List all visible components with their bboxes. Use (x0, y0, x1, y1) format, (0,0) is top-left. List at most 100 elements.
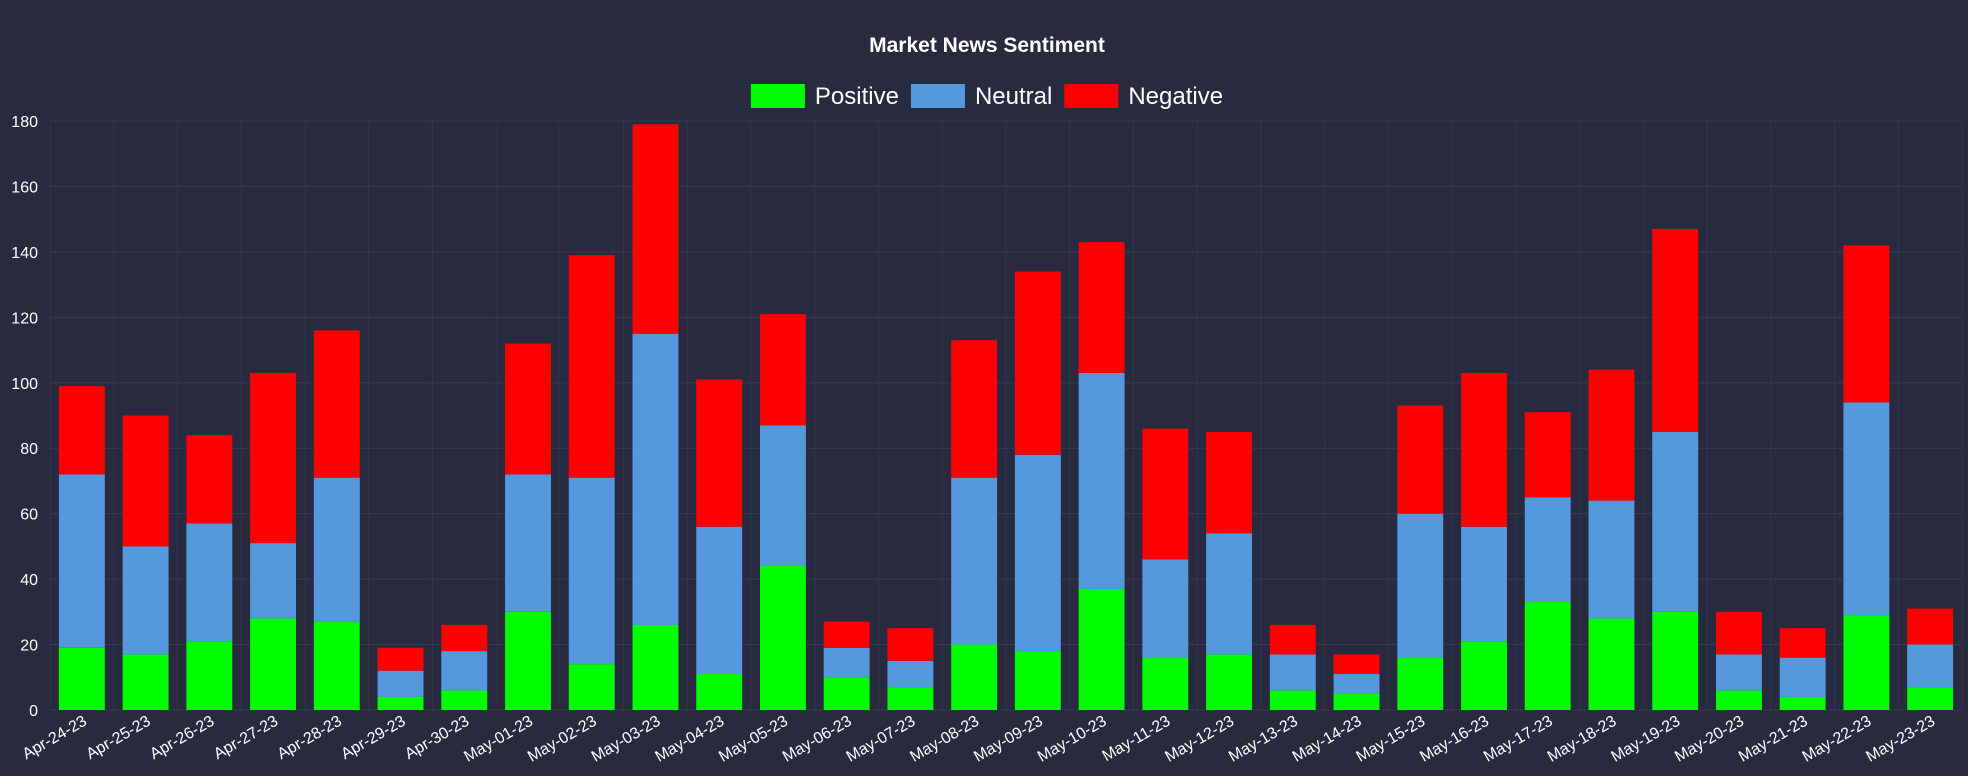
bar-positive-may-14-23[interactable] (1333, 693, 1380, 710)
bar-neutral-may-09-23[interactable] (1014, 454, 1061, 652)
bar-neutral-apr-30-23[interactable] (441, 651, 488, 691)
bar-positive-may-12-23[interactable] (1206, 654, 1253, 710)
bar-negative-may-05-23[interactable] (759, 314, 806, 426)
bar-negative-may-19-23[interactable] (1652, 228, 1699, 432)
bar-neutral-may-19-23[interactable] (1652, 431, 1699, 612)
bar-negative-apr-26-23[interactable] (186, 435, 233, 524)
bar-neutral-may-05-23[interactable] (759, 425, 806, 567)
bar-negative-may-08-23[interactable] (951, 340, 998, 478)
bar-neutral-may-14-23[interactable] (1333, 674, 1380, 694)
bar-positive-apr-30-23[interactable] (441, 690, 488, 710)
bar-negative-apr-29-23[interactable] (377, 647, 424, 671)
bar-positive-may-13-23[interactable] (1269, 690, 1316, 710)
bar-positive-may-17-23[interactable] (1524, 602, 1571, 710)
bar-negative-may-23-23[interactable] (1907, 608, 1954, 645)
bar-neutral-may-17-23[interactable] (1524, 497, 1571, 603)
bar-positive-may-02-23[interactable] (568, 664, 615, 710)
y-axis: 0 20 40 60 80 100 120 140 160 180 (11, 114, 38, 720)
bar-neutral-apr-24-23[interactable] (58, 474, 105, 648)
bar-positive-may-04-23[interactable] (696, 674, 743, 710)
chart-title: Market News Sentiment (869, 34, 1105, 57)
bar-neutral-apr-27-23[interactable] (250, 543, 297, 619)
bar-negative-apr-30-23[interactable] (441, 624, 488, 652)
bar-neutral-may-21-23[interactable] (1779, 657, 1826, 697)
bar-positive-may-16-23[interactable] (1461, 641, 1507, 710)
bar-negative-may-18-23[interactable] (1588, 369, 1635, 501)
bar-negative-may-12-23[interactable] (1206, 431, 1253, 534)
bar-neutral-apr-28-23[interactable] (313, 477, 360, 622)
bar-positive-may-15-23[interactable] (1397, 657, 1444, 710)
bar-positive-may-22-23[interactable] (1843, 615, 1890, 710)
bar-positive-apr-24-23[interactable] (58, 647, 105, 710)
bar-negative-may-03-23[interactable] (632, 124, 679, 334)
bar-negative-may-22-23[interactable] (1843, 245, 1890, 403)
bar-positive-may-05-23[interactable] (759, 566, 806, 710)
bar-neutral-may-02-23[interactable] (568, 477, 615, 665)
bar-neutral-apr-26-23[interactable] (186, 523, 233, 642)
bar-neutral-may-20-23[interactable] (1715, 654, 1762, 691)
bar-negative-may-02-23[interactable] (568, 255, 615, 478)
y-tick-label: 180 (11, 114, 38, 131)
bar-positive-may-19-23[interactable] (1652, 611, 1699, 710)
bar-negative-may-07-23[interactable] (887, 628, 934, 661)
bar-positive-apr-29-23[interactable] (377, 696, 424, 710)
bar-positive-may-01-23[interactable] (505, 611, 551, 710)
bar-negative-apr-28-23[interactable] (313, 330, 360, 478)
bar-positive-may-11-23[interactable] (1142, 657, 1189, 710)
bar-positive-may-06-23[interactable] (823, 677, 870, 710)
y-tick-label: 40 (20, 572, 38, 589)
bar-positive-apr-27-23[interactable] (250, 618, 297, 710)
bar-neutral-may-03-23[interactable] (632, 333, 679, 625)
bars (58, 124, 1954, 710)
bar-neutral-may-08-23[interactable] (951, 477, 998, 645)
bar-negative-may-15-23[interactable] (1397, 405, 1444, 514)
bar-neutral-may-16-23[interactable] (1461, 526, 1507, 642)
bar-negative-may-01-23[interactable] (505, 343, 551, 475)
bar-neutral-apr-25-23[interactable] (122, 546, 169, 655)
bar-neutral-may-10-23[interactable] (1078, 372, 1125, 589)
bar-negative-may-14-23[interactable] (1333, 654, 1380, 674)
bar-negative-may-06-23[interactable] (823, 621, 870, 648)
bar-negative-may-13-23[interactable] (1269, 624, 1316, 655)
bar-negative-apr-27-23[interactable] (250, 372, 297, 544)
bar-positive-apr-28-23[interactable] (313, 621, 360, 710)
bar-positive-may-09-23[interactable] (1014, 651, 1061, 710)
bar-positive-may-23-23[interactable] (1907, 687, 1954, 710)
y-tick-label: 60 (20, 507, 38, 524)
bar-negative-may-16-23[interactable] (1461, 372, 1507, 527)
bar-neutral-may-07-23[interactable] (887, 660, 934, 688)
bar-positive-may-18-23[interactable] (1588, 618, 1635, 710)
bar-positive-apr-25-23[interactable] (122, 654, 169, 710)
bar-neutral-may-11-23[interactable] (1142, 559, 1189, 658)
bar-negative-may-20-23[interactable] (1715, 611, 1762, 655)
bar-negative-apr-25-23[interactable] (122, 415, 169, 547)
bar-positive-may-07-23[interactable] (887, 687, 934, 710)
bar-neutral-apr-29-23[interactable] (377, 670, 424, 697)
bar-positive-may-21-23[interactable] (1779, 696, 1826, 710)
bar-positive-may-03-23[interactable] (632, 624, 679, 710)
y-tick-label: 80 (20, 441, 38, 458)
bar-negative-may-17-23[interactable] (1524, 412, 1571, 498)
legend-swatch-positive (750, 84, 805, 108)
bar-negative-apr-24-23[interactable] (58, 386, 105, 475)
bar-negative-may-10-23[interactable] (1078, 242, 1125, 373)
bar-neutral-may-18-23[interactable] (1588, 500, 1635, 619)
bar-neutral-may-06-23[interactable] (823, 647, 870, 678)
bar-positive-apr-26-23[interactable] (186, 641, 233, 710)
bar-positive-may-10-23[interactable] (1078, 588, 1125, 710)
x-tick-label: May-20-23 (1672, 713, 1747, 766)
bar-neutral-may-12-23[interactable] (1206, 533, 1253, 655)
bar-negative-may-09-23[interactable] (1014, 271, 1061, 455)
bar-positive-may-20-23[interactable] (1715, 690, 1762, 710)
bar-positive-may-08-23[interactable] (951, 644, 998, 710)
bar-negative-may-11-23[interactable] (1142, 428, 1189, 560)
bar-neutral-may-13-23[interactable] (1269, 654, 1316, 691)
bar-negative-may-04-23[interactable] (696, 379, 743, 527)
bar-neutral-may-01-23[interactable] (505, 474, 551, 612)
bar-neutral-may-22-23[interactable] (1843, 402, 1890, 616)
bar-neutral-may-04-23[interactable] (696, 526, 743, 675)
bar-negative-may-21-23[interactable] (1779, 628, 1826, 658)
bar-neutral-may-15-23[interactable] (1397, 513, 1444, 658)
bar-neutral-may-23-23[interactable] (1907, 644, 1954, 688)
